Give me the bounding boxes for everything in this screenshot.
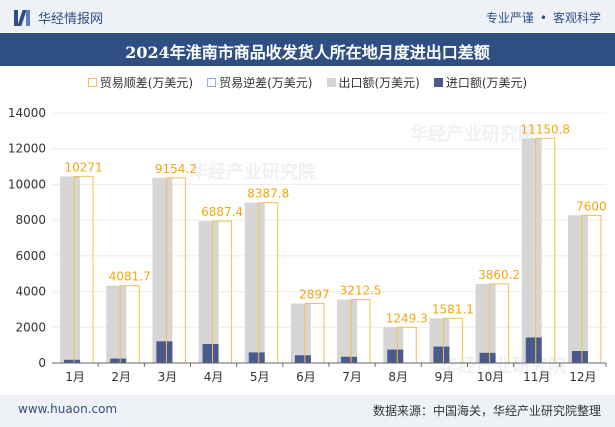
import-bar [64, 359, 81, 363]
legend-item-import: 进口额(万美元) [433, 74, 528, 91]
x-tick-label: 3月 [158, 370, 178, 384]
import-bar [525, 337, 542, 363]
import-bar [294, 355, 311, 363]
watermark-text: 华经产业研究院 [410, 123, 536, 145]
surplus-data-label: 6887.4 [201, 205, 243, 219]
x-tick-label: 10月 [477, 370, 504, 384]
legend-swatch-export [326, 78, 336, 87]
import-bar [433, 346, 450, 363]
export-bar [106, 285, 127, 363]
legend-label-deficit: 贸易逆差(万美元) [219, 76, 313, 90]
y-tick-label: 8000 [15, 213, 46, 227]
data-source: 数据来源：中国海关，华经产业研究院整理 [372, 404, 601, 418]
surplus-data-label: 1249.3 [386, 311, 428, 325]
y-tick-label: 0 [38, 356, 46, 370]
surplus-data-label: 10271 [64, 160, 102, 174]
surplus-data-label: 1581.1 [432, 302, 474, 316]
import-bar [248, 352, 265, 363]
x-tick-label: 5月 [250, 370, 270, 384]
slogan-tag-2: 客观科学 [552, 11, 601, 25]
export-bar [567, 215, 588, 363]
surplus-data-label: 8387.8 [247, 187, 289, 201]
export-bar [475, 283, 496, 363]
x-tick-label: 4月 [204, 370, 224, 384]
import-bar [156, 341, 173, 363]
x-tick-label: 9月 [435, 370, 455, 384]
site-name: 华经情报网 [38, 12, 104, 27]
chart-legend: 贸易顺差(万美元) 贸易逆差(万美元) 出口额(万美元) 进口额(万美元) [0, 74, 615, 91]
chart-title: 2024年淮南市商品收发货人所在地月度进出口差额 [125, 43, 490, 62]
legend-swatch-deficit [207, 78, 217, 87]
x-tick-label: 2月 [111, 370, 131, 384]
surplus-data-label: 3860.2 [478, 268, 520, 282]
y-tick-label: 10000 [8, 177, 46, 191]
title-bar: 2024年淮南市商品收发货人所在地月度进出口差额 [0, 33, 615, 66]
y-tick-label: 6000 [15, 249, 46, 263]
watermark-text: 华经产业研究院 [190, 161, 316, 183]
surplus-data-label: 11150.8 [520, 122, 570, 136]
footer-url-link[interactable]: www.huaon.com [18, 402, 118, 416]
legend-item-surplus: 贸易顺差(万美元) [87, 74, 194, 91]
top-bar: 华经情报网 专业严谨 • 客观科学 [0, 0, 615, 32]
y-tick-label: 14000 [8, 106, 46, 120]
legend-item-deficit: 贸易逆差(万美元) [207, 74, 313, 91]
import-bar [479, 352, 496, 363]
export-bar [60, 176, 81, 363]
y-tick-label: 2000 [15, 320, 46, 334]
import-bar [202, 344, 219, 363]
x-tick-label: 7月 [342, 370, 362, 384]
legend-swatch-import [433, 78, 443, 87]
gridlines [52, 112, 606, 328]
slogan: 专业严谨 • 客观科学 [486, 9, 601, 26]
export-bar [152, 177, 173, 363]
x-tick-label: 1月 [65, 370, 85, 384]
import-bar [387, 349, 404, 363]
import-bar [341, 356, 358, 363]
x-tick-label: 6月 [296, 370, 316, 384]
export-bar [198, 221, 219, 363]
import-bar [110, 358, 127, 363]
legend-item-export: 出口额(万美元) [326, 74, 420, 91]
legend-label-export: 出口额(万美元) [338, 76, 420, 90]
site-logo[interactable]: 华经情报网 [14, 8, 103, 27]
export-bar [337, 299, 358, 363]
y-tick-label: 12000 [8, 142, 46, 156]
surplus-data-label: 2897 [299, 288, 330, 302]
x-tick-label: 12月 [569, 370, 596, 384]
legend-label-surplus: 贸易顺差(万美元) [99, 76, 194, 90]
x-tick-label: 8月 [388, 370, 408, 384]
logo-icon [14, 9, 32, 26]
y-tick-label: 4000 [15, 285, 46, 299]
surplus-data-label: 7600 [576, 199, 607, 213]
slogan-tag-1: 专业严谨 [485, 11, 534, 25]
bullet-icon: • [539, 10, 547, 25]
surplus-data-label: 9154.2 [155, 162, 197, 176]
export-bar [244, 202, 265, 363]
footer-bar: www.huaon.com 数据来源：中国海关，华经产业研究院整理 [0, 395, 615, 427]
import-bar [571, 351, 588, 363]
export-bar [290, 303, 311, 363]
legend-swatch-surplus [87, 78, 97, 87]
x-tick-label: 11月 [523, 370, 550, 384]
export-bar [521, 138, 542, 363]
bars: 10271 4081.7 9154.2 6887.4 8387.8 2897 3212.5 1… [60, 122, 607, 364]
surplus-data-label: 3212.5 [340, 283, 382, 297]
legend-label-import: 进口额(万美元) [445, 76, 528, 90]
axes: 0 2000 4000 6000 8000 10000 12000 14000 1月 2月 3月 4月… [8, 106, 607, 384]
surplus-data-label: 4081.7 [109, 270, 151, 284]
bar-chart: 华经产业研究院 华经产业研究院 华经产业研究院 102714081.79154.… [8, 106, 607, 384]
